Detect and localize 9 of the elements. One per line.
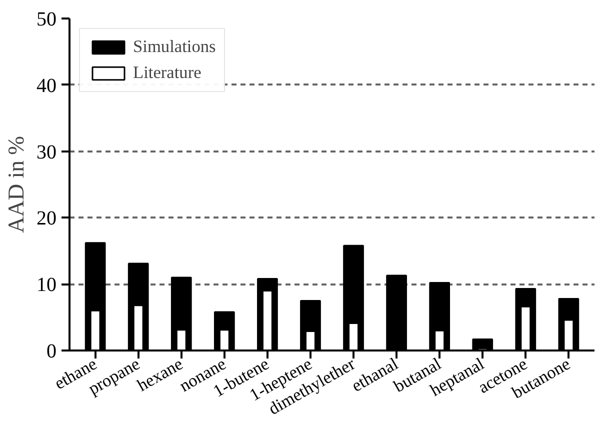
y-tick-label: 40 — [36, 74, 56, 97]
y-tick-label: 10 — [36, 274, 56, 296]
y-tick-label: 0 — [46, 340, 56, 362]
y-axis-title: AAD in % — [4, 136, 28, 233]
legend-label: Literature — [133, 63, 202, 83]
legend-label: Simulations — [133, 37, 216, 57]
y-tick-label: 50 — [36, 8, 56, 30]
y-tick-label: 20 — [36, 208, 56, 230]
y-tick-label: 30 — [36, 141, 56, 164]
